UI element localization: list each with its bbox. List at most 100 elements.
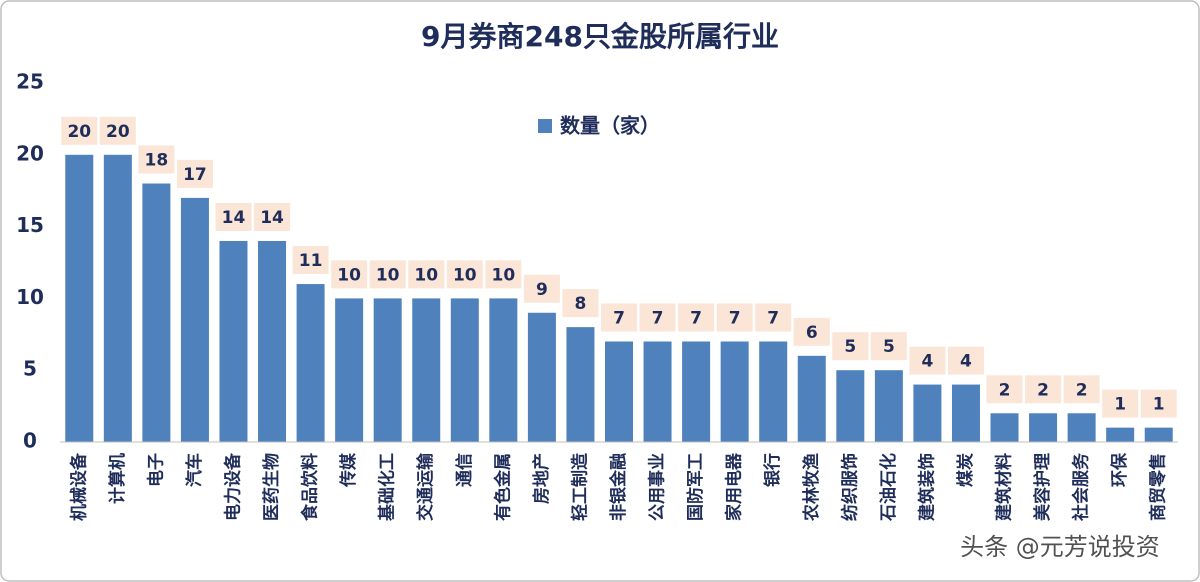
bar bbox=[990, 413, 1019, 442]
bar bbox=[258, 240, 287, 442]
value-label-bg bbox=[446, 260, 483, 289]
watermark: 头条 @元芳说投资 bbox=[960, 533, 1160, 561]
y-tick-label: 5 bbox=[23, 357, 37, 381]
x-tick-label: 电子 bbox=[145, 453, 166, 487]
bar bbox=[759, 341, 788, 442]
value-label-bg bbox=[755, 303, 792, 332]
x-tick-label: 机械设备 bbox=[68, 452, 89, 521]
value-label: 5 bbox=[883, 337, 895, 357]
value-label: 7 bbox=[690, 308, 702, 328]
bar bbox=[180, 197, 209, 442]
value-label: 5 bbox=[844, 337, 856, 357]
value-label: 11 bbox=[299, 251, 323, 271]
bar bbox=[65, 154, 94, 443]
value-label: 18 bbox=[145, 151, 169, 171]
x-tick-label: 传媒 bbox=[338, 452, 359, 488]
value-label-bg bbox=[369, 260, 406, 289]
value-label: 2 bbox=[999, 380, 1011, 400]
value-label: 14 bbox=[260, 208, 284, 228]
value-label-bg bbox=[176, 159, 213, 188]
x-tick-label: 交通运输 bbox=[415, 452, 436, 521]
y-tick-label: 10 bbox=[16, 285, 44, 309]
value-label-bg bbox=[254, 202, 291, 231]
value-label: 2 bbox=[1076, 380, 1088, 400]
bar bbox=[103, 154, 132, 443]
bar bbox=[566, 327, 595, 442]
x-tick-label: 轻工制造 bbox=[569, 452, 590, 521]
value-label-bg bbox=[870, 332, 907, 361]
x-tick-label: 基础化工 bbox=[377, 453, 398, 522]
value-label-bg bbox=[215, 202, 252, 231]
value-label: 7 bbox=[729, 308, 741, 328]
bar bbox=[296, 284, 325, 442]
value-label: 7 bbox=[613, 308, 625, 328]
bar bbox=[489, 298, 518, 442]
x-tick-label: 农林牧渔 bbox=[801, 453, 822, 522]
bar bbox=[1029, 413, 1058, 442]
value-label: 10 bbox=[337, 265, 361, 285]
value-label-bg bbox=[1063, 375, 1100, 404]
value-label: 1 bbox=[1153, 395, 1165, 415]
value-label: 8 bbox=[575, 294, 587, 314]
value-label-bg bbox=[716, 303, 753, 332]
x-tick-label: 环保 bbox=[1109, 452, 1130, 487]
bar bbox=[682, 341, 711, 442]
value-label-bg bbox=[1140, 389, 1177, 418]
bar bbox=[142, 183, 171, 442]
value-label: 4 bbox=[921, 352, 933, 372]
value-label-bg bbox=[523, 274, 560, 303]
bar bbox=[1067, 413, 1096, 442]
x-tick-label: 社会服务 bbox=[1071, 452, 1092, 522]
bar bbox=[527, 312, 556, 442]
value-label: 7 bbox=[767, 308, 779, 328]
value-label: 10 bbox=[414, 265, 438, 285]
x-tick-label: 公用事业 bbox=[648, 453, 668, 521]
value-label-bg bbox=[1025, 375, 1062, 404]
value-label-bg bbox=[1102, 389, 1139, 418]
value-label-bg bbox=[485, 260, 522, 289]
value-label-bg bbox=[678, 303, 715, 332]
x-tick-label: 食品饮料 bbox=[300, 453, 321, 521]
x-tick-label: 电力设备 bbox=[222, 452, 243, 521]
legend-label: 数量（家） bbox=[560, 114, 660, 138]
value-label-bg bbox=[562, 289, 599, 318]
value-label-bg bbox=[292, 246, 329, 275]
value-label: 7 bbox=[652, 308, 664, 328]
x-tick-label: 家用电器 bbox=[724, 452, 745, 521]
value-label: 20 bbox=[67, 122, 91, 142]
bar bbox=[335, 298, 364, 442]
x-tick-label: 房地产 bbox=[531, 453, 552, 504]
x-tick-label: 汽车 bbox=[184, 453, 205, 487]
x-tick-label: 建筑装饰 bbox=[916, 453, 937, 521]
x-tick-label: 美容护理 bbox=[1032, 453, 1053, 521]
value-label: 10 bbox=[376, 265, 400, 285]
bar bbox=[951, 384, 980, 442]
bar bbox=[373, 298, 402, 442]
value-label: 20 bbox=[106, 122, 130, 142]
value-label-bg bbox=[793, 317, 830, 346]
bar bbox=[412, 298, 441, 442]
value-label: 10 bbox=[492, 265, 516, 285]
bar bbox=[913, 384, 942, 442]
value-label: 14 bbox=[222, 208, 246, 228]
bar bbox=[643, 341, 672, 442]
value-label-bg bbox=[408, 260, 445, 289]
value-label-bg bbox=[99, 116, 136, 145]
value-label-bg bbox=[61, 116, 98, 145]
x-tick-label: 非银金融 bbox=[608, 453, 629, 521]
bar bbox=[1144, 427, 1173, 442]
value-label: 6 bbox=[806, 323, 818, 343]
value-label: 9 bbox=[536, 280, 548, 300]
x-tick-label: 煤炭 bbox=[955, 453, 976, 487]
value-label-bg bbox=[832, 332, 869, 361]
value-label-bg bbox=[909, 346, 946, 375]
x-tick-label: 通信 bbox=[454, 453, 475, 487]
value-label-bg bbox=[639, 303, 676, 332]
bar bbox=[219, 240, 248, 442]
value-label-bg bbox=[947, 346, 984, 375]
bar bbox=[720, 341, 749, 442]
y-tick-label: 25 bbox=[16, 70, 44, 94]
bar bbox=[874, 370, 903, 442]
